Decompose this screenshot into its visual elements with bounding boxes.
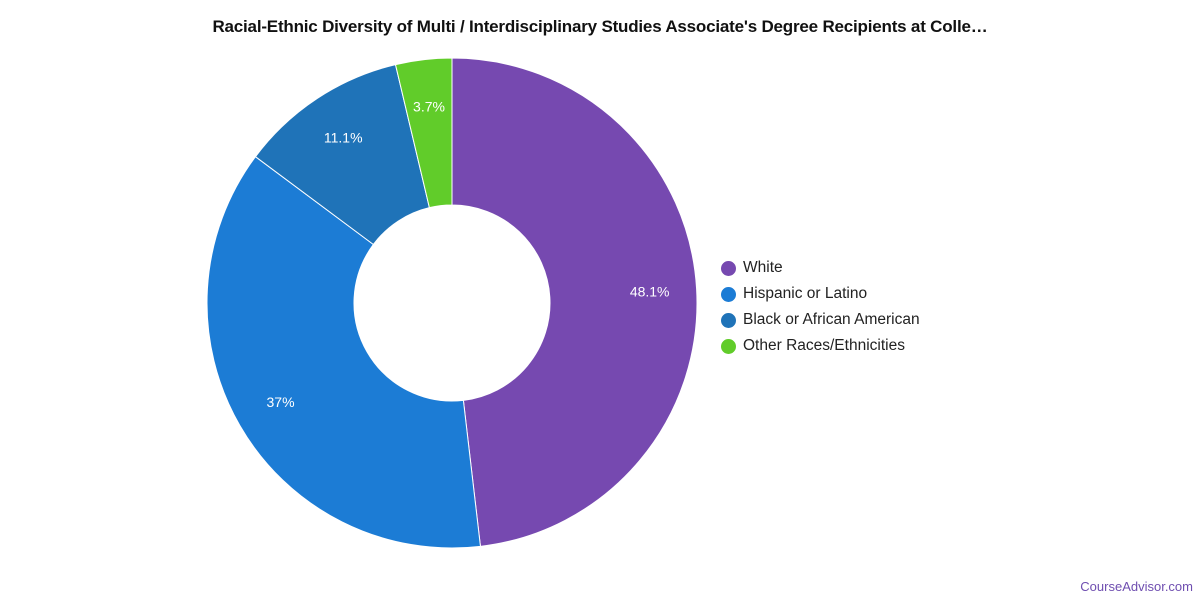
legend-swatch-icon xyxy=(721,286,736,302)
chart-title: Racial-Ethnic Diversity of Multi / Inter… xyxy=(212,17,988,36)
slice-other-races-ethnicities[interactable] xyxy=(394,57,453,209)
slice-value-label: 3.7% xyxy=(413,98,445,114)
legend-swatch-icon xyxy=(721,338,736,354)
legend-label: White xyxy=(743,259,783,276)
slice-black-or-african-american[interactable] xyxy=(254,64,431,246)
legend-item-black[interactable]: Black or African American xyxy=(721,307,920,333)
slice-value-label: 37% xyxy=(267,394,295,410)
legend-label: Hispanic or Latino xyxy=(743,285,868,302)
legend-swatch-icon xyxy=(721,312,736,328)
legend-item-hispanic[interactable]: Hispanic or Latino xyxy=(721,281,920,307)
legend-label: Other Races/Ethnicities xyxy=(743,337,905,354)
legend-item-other[interactable]: Other Races/Ethnicities xyxy=(721,333,920,359)
legend-label: Black or African American xyxy=(743,311,920,328)
slice-value-label: 11.1% xyxy=(324,130,363,146)
legend-item-white[interactable]: White xyxy=(721,255,920,281)
slice-white[interactable] xyxy=(451,57,698,547)
source-credit-link[interactable]: CourseAdvisor.com xyxy=(1080,579,1193,594)
legend-swatch-icon xyxy=(721,260,736,276)
legend: White Hispanic or Latino Black or Africa… xyxy=(721,255,920,359)
slice-value-label: 48.1% xyxy=(630,283,670,299)
slice-hispanic-or-latino[interactable] xyxy=(206,155,481,549)
